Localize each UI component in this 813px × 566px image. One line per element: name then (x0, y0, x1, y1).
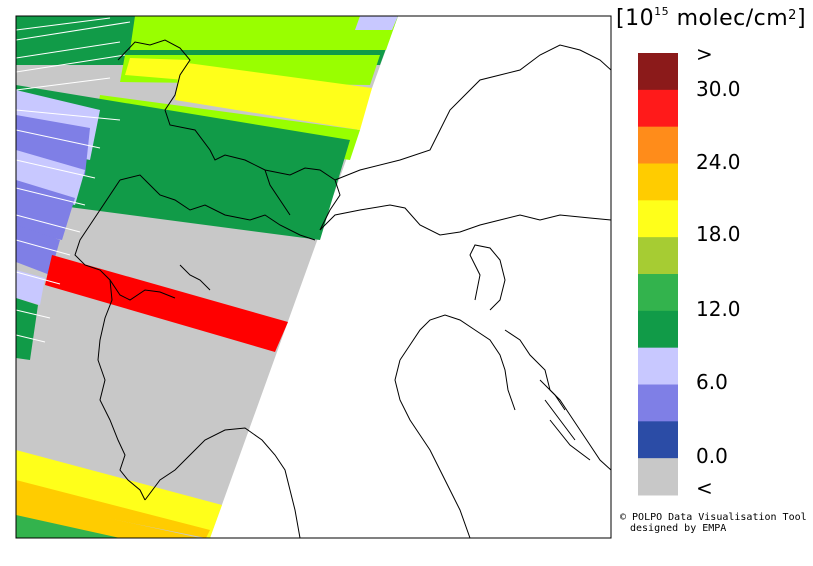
legend-unit-label: [1015 molec/cm2] (616, 4, 807, 31)
credit-line-1: © POLPO Data Visualisation Tool (620, 512, 807, 523)
legend-bin-5 (638, 237, 678, 275)
border-tyrol (319, 179, 341, 231)
swath-band-yellow-bottom (16, 450, 222, 538)
swath-band-orange-bottom (16, 480, 210, 538)
legend-tick-24: 24.0 (696, 150, 741, 174)
legend-bin-7 (638, 310, 678, 349)
border-italy-austria (319, 204, 611, 236)
legend-tick-18: 18.0 (696, 222, 741, 246)
legend-bin-1 (638, 89, 678, 128)
legend-bin-2 (638, 126, 678, 164)
croatia-islands (539, 379, 591, 461)
legend-bin-11 (638, 458, 678, 496)
coast-croatia (504, 329, 611, 471)
swath-band-lightgreen (130, 16, 398, 50)
legend-bin-8 (638, 347, 678, 385)
swath-band-yellow (175, 62, 372, 130)
legend-tick-lt: < (696, 476, 713, 500)
coast-liguria (144, 427, 301, 538)
credit-line-2: designed by EMPA (630, 523, 727, 534)
swath-band-lavender (355, 16, 398, 30)
inner-border (264, 169, 291, 216)
legend-tick-30: 30.0 (696, 77, 741, 101)
scan-lines (16, 17, 131, 343)
legend-tick-6: 6.0 (696, 370, 728, 394)
coast-venice (399, 314, 516, 411)
border-swiss-italy (119, 174, 316, 241)
map-frame (15, 15, 612, 539)
swath-band-yellow-small (125, 58, 190, 80)
legend-bin-3 (638, 163, 678, 201)
coast-italy-east (394, 359, 471, 538)
border-slovenia (469, 244, 506, 311)
swath-band-blue-2 (16, 180, 75, 240)
swath-band-green-2 (16, 85, 350, 240)
legend-bin-6 (638, 274, 678, 312)
satellite-swath (16, 16, 398, 538)
legend-bin-4 (638, 200, 678, 238)
legend-tick-12: 12.0 (696, 297, 741, 321)
swath-band-blue-3 (16, 225, 60, 275)
legend-tick-0: 0.0 (696, 444, 728, 468)
legend-bin-0 (638, 53, 678, 91)
border-france-italy (97, 279, 146, 501)
swath-band-green-bottom (16, 515, 120, 538)
border-austria (334, 44, 611, 181)
legend-bin-9 (638, 384, 678, 422)
border-france-swiss (74, 179, 176, 301)
legend-tick-gt: > (696, 42, 713, 66)
borders (74, 39, 611, 538)
legend-colorbar (638, 53, 678, 496)
legend-bin-10 (638, 421, 678, 459)
border-north (117, 39, 336, 181)
swath-band-lavender-4 (16, 270, 45, 305)
swath-band-red (45, 255, 288, 352)
inner-border-2 (179, 264, 211, 291)
